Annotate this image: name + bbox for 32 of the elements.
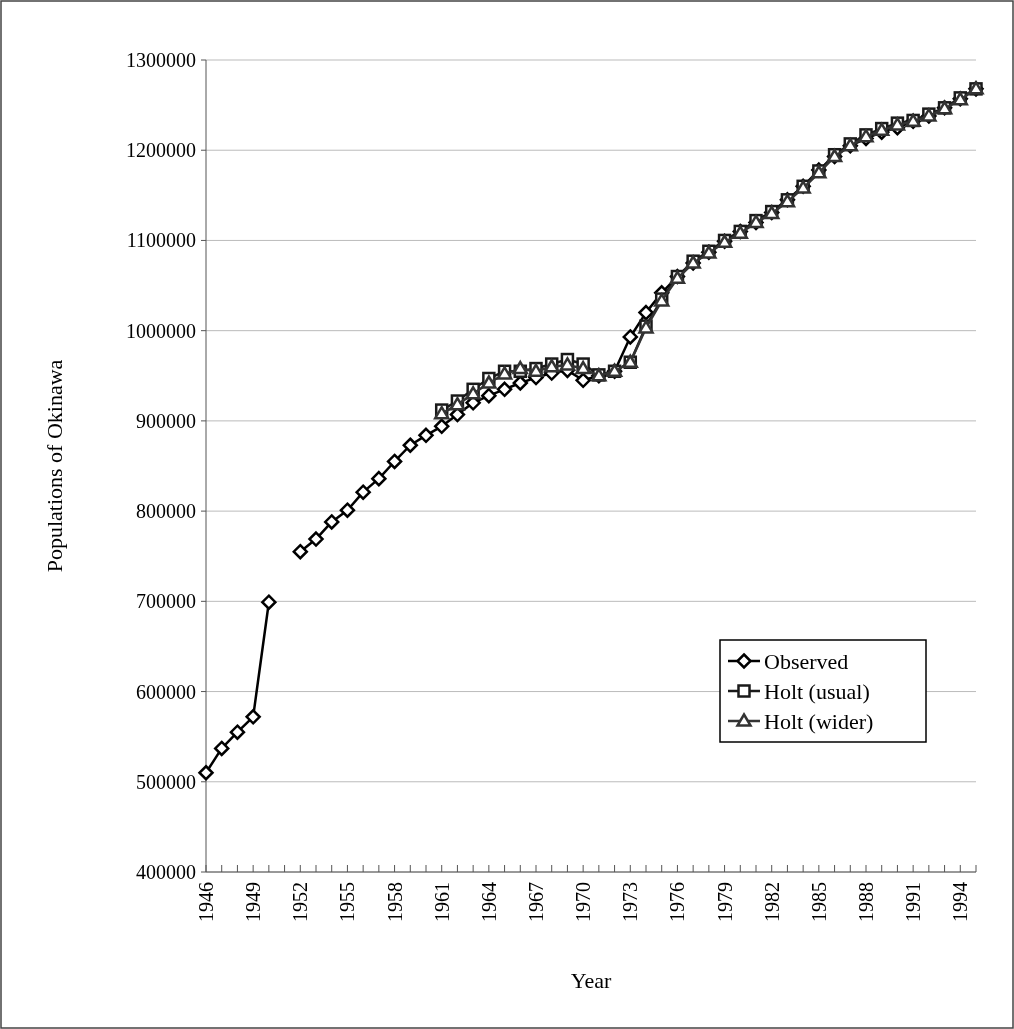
x-tick-label: 1985 <box>807 882 830 922</box>
x-tick-label: 1970 <box>572 882 595 922</box>
y-tick-label: 900000 <box>136 409 196 432</box>
x-tick-label: 1955 <box>336 882 359 922</box>
legend-label: Observed <box>764 648 849 674</box>
x-tick-label: 1958 <box>383 882 406 922</box>
x-tick-label: 1964 <box>477 882 500 922</box>
y-tick-label: 500000 <box>136 770 196 793</box>
y-tick-label: 400000 <box>136 861 196 883</box>
x-tick-label: 1949 <box>242 882 265 922</box>
y-tick-label: 800000 <box>136 500 196 523</box>
y-axis-title: Populations of Okinawa <box>42 359 67 573</box>
x-tick-label: 1976 <box>666 882 689 922</box>
x-tick-label: 1967 <box>525 882 547 922</box>
x-tick-label: 1961 <box>430 882 453 922</box>
y-tick-label: 1300000 <box>126 49 196 71</box>
x-tick-label: 1952 <box>289 882 312 922</box>
x-tick-label: 1973 <box>619 882 642 922</box>
y-tick-label: 1000000 <box>126 319 196 342</box>
legend-label: Holt (wider) <box>764 708 874 734</box>
x-tick-label: 1988 <box>855 882 877 922</box>
x-tick-label: 1946 <box>195 882 217 922</box>
y-tick-label: 700000 <box>136 590 196 613</box>
x-tick-label: 1979 <box>713 882 736 922</box>
x-tick-label: 1994 <box>949 882 972 922</box>
x-axis-title: Year <box>570 968 612 993</box>
y-tick-label: 1100000 <box>126 229 196 252</box>
y-tick-label: 1200000 <box>126 139 196 162</box>
x-tick-label: 1991 <box>902 882 925 922</box>
y-tick-label: 600000 <box>136 680 196 703</box>
legend-label: Holt (usual) <box>764 678 870 704</box>
x-tick-label: 1982 <box>760 882 783 922</box>
